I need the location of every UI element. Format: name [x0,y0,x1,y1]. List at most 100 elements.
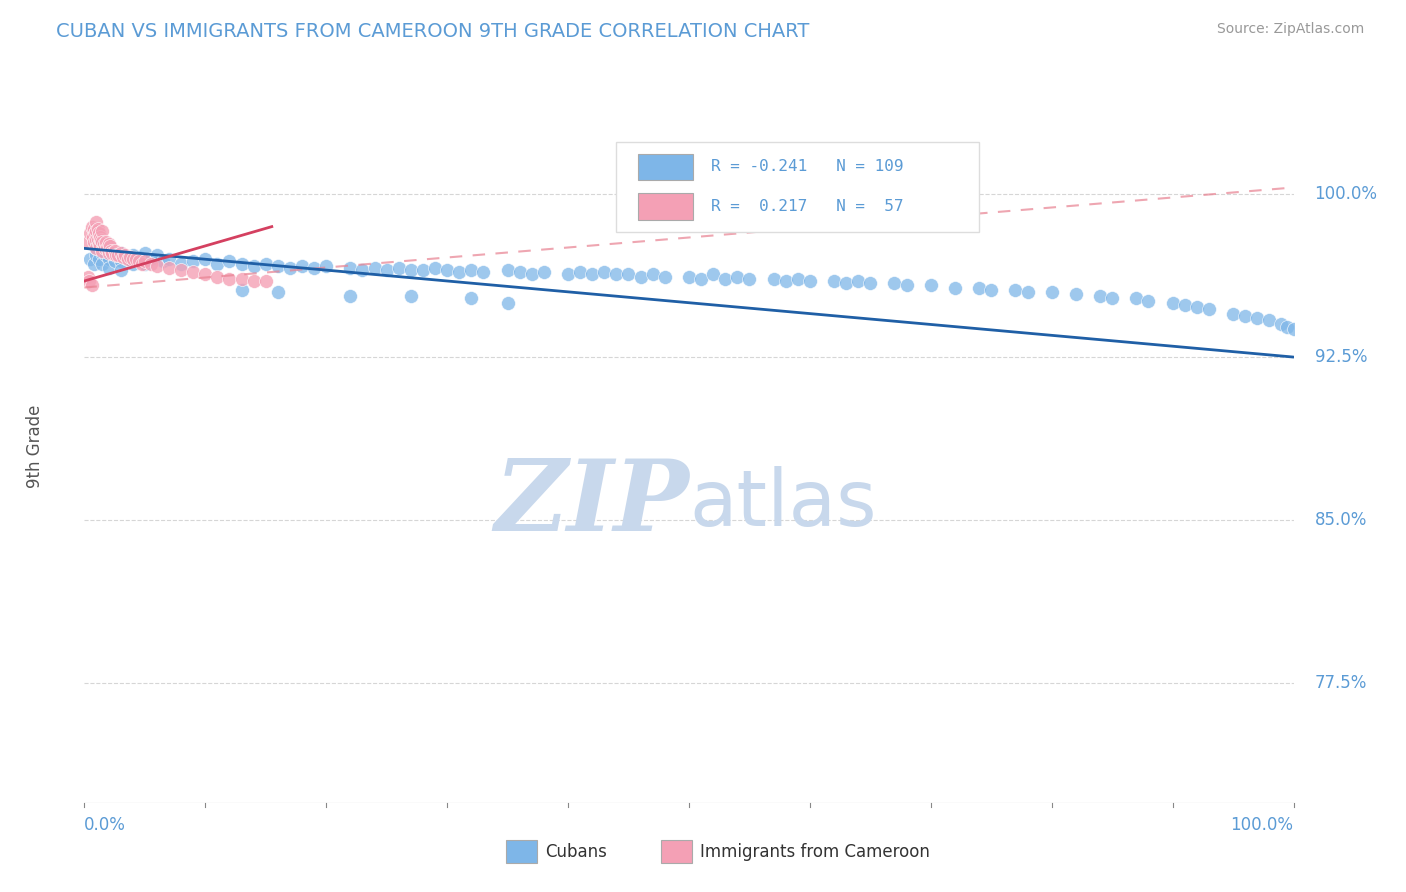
Point [128,254,150,268]
Point [110,245,132,260]
Point [97,245,120,260]
Point [1040,285,1063,299]
Point [134,254,156,268]
Point [725,269,748,284]
Point [1174,298,1197,312]
Point [80,219,103,234]
Point [194,268,217,282]
Point [134,245,156,260]
Point [79,252,101,267]
Point [86,224,108,238]
Point [181,265,204,279]
Point [104,248,127,262]
Point [533,265,555,279]
Point [93,237,115,252]
Point [630,269,652,284]
Point [77,235,100,249]
Point [1270,318,1292,332]
Point [94,248,117,262]
Text: ZIP: ZIP [494,456,689,552]
Point [883,276,905,290]
Text: 9th Grade: 9th Grade [27,404,44,488]
Point [520,268,543,282]
Text: Source: ZipAtlas.com: Source: ZipAtlas.com [1216,22,1364,37]
Point [86,222,108,236]
Point [83,222,105,236]
Point [449,265,471,279]
Point [617,268,640,282]
Point [114,248,136,262]
Point [1004,283,1026,297]
Point [339,260,361,275]
Point [242,259,264,273]
Point [91,245,114,260]
Point [702,268,724,282]
Point [104,248,127,262]
Point [120,250,142,264]
Point [1101,291,1123,305]
Point [509,265,531,279]
Point [104,254,127,268]
Point [89,230,111,244]
Point [460,291,482,305]
Point [399,289,422,303]
Point [339,289,361,303]
FancyBboxPatch shape [616,142,979,232]
Point [97,252,120,267]
Point [641,268,664,282]
Point [157,252,180,267]
Point [267,285,290,299]
Point [278,260,301,275]
Point [823,274,845,288]
Point [131,257,153,271]
Point [86,241,108,255]
Point [569,265,592,279]
Point [82,230,104,244]
Point [678,269,700,284]
Text: 85.0%: 85.0% [1315,511,1367,529]
Point [315,259,337,273]
Point [91,235,114,249]
Point [91,224,114,238]
Point [121,248,143,262]
Point [775,274,797,288]
Point [714,272,737,286]
FancyBboxPatch shape [638,194,693,219]
Point [110,245,132,260]
Point [943,280,966,294]
Point [1234,309,1257,323]
Point [1017,285,1039,299]
Point [80,278,103,293]
Point [375,263,398,277]
Point [86,215,108,229]
Point [412,263,434,277]
Point [181,254,204,268]
Point [436,263,458,277]
Point [423,260,446,275]
Point [87,226,110,240]
Point [110,254,132,268]
Point [291,259,314,273]
Point [134,257,156,271]
Point [896,278,918,293]
Point [86,241,108,255]
Point [121,252,143,267]
Point [207,257,229,271]
Point [139,252,162,267]
Point [86,233,108,247]
Point [97,237,120,252]
Point [363,260,385,275]
Point [115,252,138,267]
Point [302,260,325,275]
Point [496,295,519,310]
Point [472,265,495,279]
Point [786,272,808,286]
Point [980,283,1002,297]
Text: 100.0%: 100.0% [1230,816,1294,834]
Point [97,260,120,275]
Point [83,257,105,271]
Point [207,269,229,284]
Point [77,274,100,288]
Point [100,244,122,258]
Point [581,268,603,282]
